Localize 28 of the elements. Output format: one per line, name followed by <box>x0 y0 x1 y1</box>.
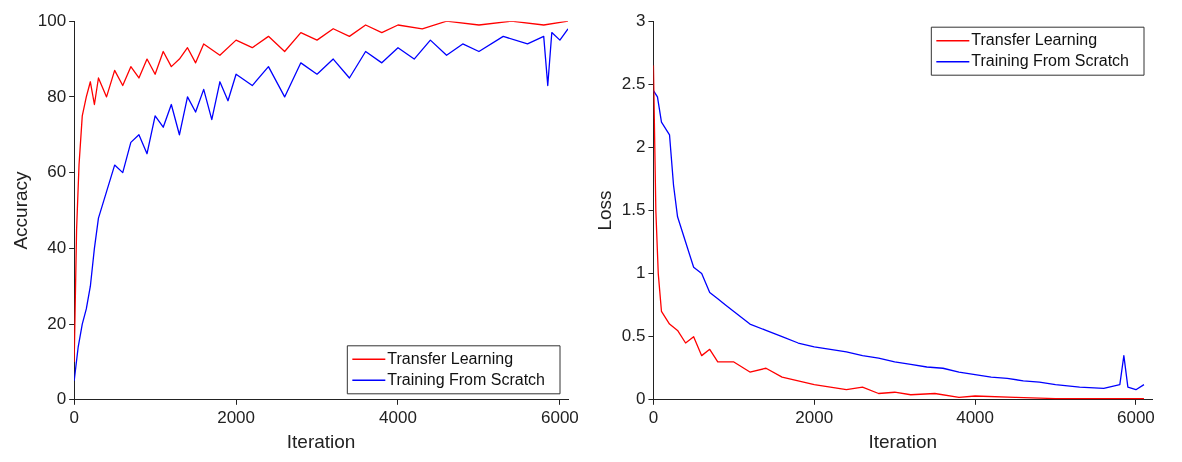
legend-label: Training From Scratch <box>971 52 1129 70</box>
x-tick-label: 0 <box>648 407 659 427</box>
y-tick-label: 3 <box>635 10 646 30</box>
x-tick-label: 2000 <box>795 407 834 427</box>
legend-label: Transfer Learning <box>387 349 514 367</box>
x-axis-title: Iteration <box>868 430 938 452</box>
y-tick-label: 40 <box>47 238 67 258</box>
y-axis-title: Accuracy <box>9 170 31 250</box>
y-axis-title: Loss <box>593 190 615 231</box>
y-tick-label: 1.5 <box>621 200 646 220</box>
y-tick-label: 0.5 <box>621 326 646 346</box>
legend-label: Training From Scratch <box>387 370 545 388</box>
y-tick-label: 2 <box>635 137 646 157</box>
y-tick-label: 100 <box>37 10 67 30</box>
y-tick-label: 0 <box>635 389 646 409</box>
y-tick-label: 60 <box>47 162 67 182</box>
y-tick-label: 0 <box>56 389 67 409</box>
y-tick-label: 1 <box>635 263 646 283</box>
y-tick-label: 80 <box>47 86 67 106</box>
y-tick-label: 20 <box>47 313 67 333</box>
x-tick-label: 4000 <box>956 407 994 427</box>
x-tick-label: 2000 <box>217 407 255 427</box>
x-tick-label: 6000 <box>1117 407 1155 427</box>
legend-label: Transfer Learning <box>971 31 1098 49</box>
x-tick-label: 6000 <box>540 407 579 427</box>
y-tick-label: 2.5 <box>621 73 646 93</box>
x-tick-label: 4000 <box>379 407 417 427</box>
x-axis-title: Iteration <box>286 430 356 452</box>
